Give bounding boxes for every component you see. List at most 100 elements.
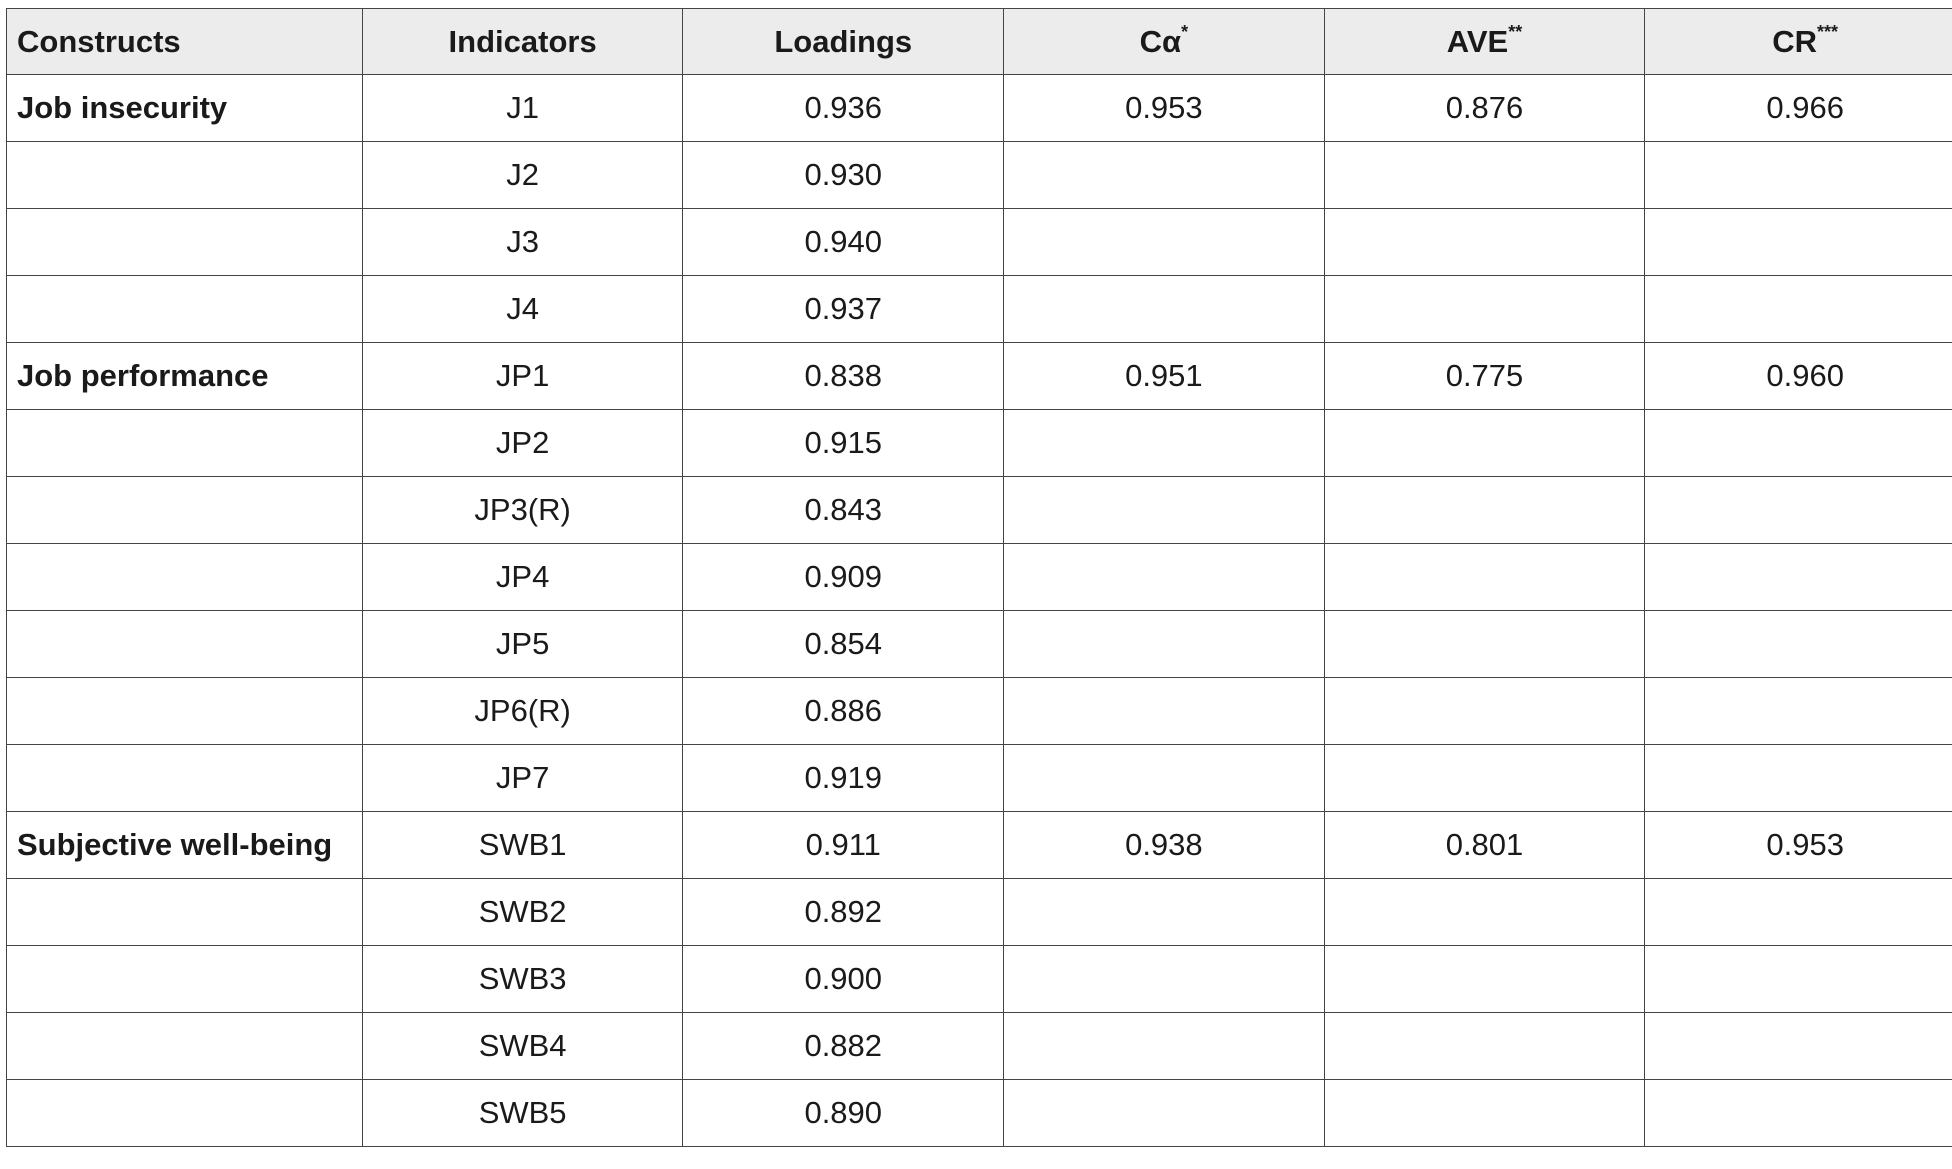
cell-constructs: Job insecurity bbox=[6, 74, 363, 142]
cell-cronbach-alpha bbox=[1003, 945, 1325, 1013]
cell-indicators: JP7 bbox=[361, 744, 684, 812]
table-row: SWB3 0.900 bbox=[6, 945, 1952, 1013]
header-ave: AVE** bbox=[1323, 8, 1646, 75]
header-label: Indicators bbox=[448, 23, 597, 59]
cell-constructs bbox=[6, 476, 363, 544]
cell-indicators: JP5 bbox=[361, 610, 684, 678]
cell-constructs bbox=[6, 409, 363, 477]
cell-cr: 0.960 bbox=[1644, 342, 1952, 410]
cell-indicators: J2 bbox=[361, 141, 684, 209]
cell-cr bbox=[1644, 543, 1952, 611]
table-row: SWB5 0.890 bbox=[6, 1079, 1952, 1147]
header-cronbach-alpha: Cα* bbox=[1003, 8, 1325, 75]
cell-loadings: 0.911 bbox=[682, 811, 1005, 879]
cell-cr bbox=[1644, 1012, 1952, 1080]
cell-ave bbox=[1323, 141, 1646, 209]
cell-ave bbox=[1323, 275, 1646, 343]
cell-cr: 0.953 bbox=[1644, 811, 1952, 879]
cell-loadings: 0.919 bbox=[682, 744, 1005, 812]
table-row: JP7 0.919 bbox=[6, 744, 1952, 812]
cell-loadings: 0.930 bbox=[682, 141, 1005, 209]
cell-ave bbox=[1323, 543, 1646, 611]
cell-cronbach-alpha bbox=[1003, 744, 1325, 812]
table-row: JP6(R) 0.886 bbox=[6, 677, 1952, 745]
cell-cronbach-alpha bbox=[1003, 141, 1325, 209]
cell-constructs bbox=[6, 208, 363, 276]
cell-indicators: JP6(R) bbox=[361, 677, 684, 745]
cell-indicators: J3 bbox=[361, 208, 684, 276]
cell-ave bbox=[1323, 1079, 1646, 1147]
cell-cronbach-alpha bbox=[1003, 543, 1325, 611]
header-row: Constructs Indicators Loadings Cα* AVE** CR**… bbox=[6, 8, 1952, 75]
cell-constructs bbox=[6, 141, 363, 209]
cell-constructs bbox=[6, 677, 363, 745]
cell-loadings: 0.843 bbox=[682, 476, 1005, 544]
cell-loadings: 0.909 bbox=[682, 543, 1005, 611]
cell-ave bbox=[1323, 476, 1646, 544]
table-row: JP2 0.915 bbox=[6, 409, 1952, 477]
cell-ave bbox=[1323, 677, 1646, 745]
cell-constructs bbox=[6, 543, 363, 611]
cell-indicators: SWB1 bbox=[361, 811, 684, 879]
cell-loadings: 0.940 bbox=[682, 208, 1005, 276]
table-row: J3 0.940 bbox=[6, 208, 1952, 276]
measurement-table: Constructs Indicators Loadings Cα* AVE** CR**… bbox=[6, 8, 1952, 1147]
cell-constructs bbox=[6, 744, 363, 812]
footnote-marker: * bbox=[1181, 21, 1189, 42]
cell-cr bbox=[1644, 1079, 1952, 1147]
cell-cr bbox=[1644, 141, 1952, 209]
cell-cronbach-alpha bbox=[1003, 878, 1325, 946]
cell-cr bbox=[1644, 275, 1952, 343]
table-row: SWB4 0.882 bbox=[6, 1012, 1952, 1080]
header-indicators: Indicators bbox=[361, 8, 684, 75]
header-label: Constructs bbox=[17, 23, 181, 59]
footnote-marker: *** bbox=[1817, 21, 1839, 42]
cell-ave bbox=[1323, 744, 1646, 812]
cell-ave bbox=[1323, 945, 1646, 1013]
cell-cronbach-alpha bbox=[1003, 1012, 1325, 1080]
header-label: Cα bbox=[1139, 23, 1182, 59]
cell-ave: 0.775 bbox=[1323, 342, 1646, 410]
table-row: J2 0.930 bbox=[6, 141, 1952, 209]
cell-loadings: 0.886 bbox=[682, 677, 1005, 745]
cell-loadings: 0.892 bbox=[682, 878, 1005, 946]
cell-cr bbox=[1644, 744, 1952, 812]
cell-ave: 0.801 bbox=[1323, 811, 1646, 879]
cell-cronbach-alpha bbox=[1003, 1079, 1325, 1147]
cell-indicators: SWB3 bbox=[361, 945, 684, 1013]
cell-cronbach-alpha bbox=[1003, 476, 1325, 544]
cell-cr bbox=[1644, 677, 1952, 745]
cell-cr bbox=[1644, 476, 1952, 544]
cell-constructs bbox=[6, 610, 363, 678]
cell-indicators: JP4 bbox=[361, 543, 684, 611]
cell-ave bbox=[1323, 409, 1646, 477]
cell-cronbach-alpha bbox=[1003, 275, 1325, 343]
cell-indicators: J1 bbox=[361, 74, 684, 142]
cell-constructs bbox=[6, 1079, 363, 1147]
table-row: JP4 0.909 bbox=[6, 543, 1952, 611]
cell-indicators: JP3(R) bbox=[361, 476, 684, 544]
header-loadings: Loadings bbox=[682, 8, 1005, 75]
cell-constructs bbox=[6, 275, 363, 343]
cell-ave: 0.876 bbox=[1323, 74, 1646, 142]
header-cr: CR*** bbox=[1644, 8, 1952, 75]
cell-cronbach-alpha bbox=[1003, 610, 1325, 678]
header-label: AVE bbox=[1446, 23, 1509, 59]
cell-loadings: 0.936 bbox=[682, 74, 1005, 142]
cell-ave bbox=[1323, 878, 1646, 946]
cell-indicators: JP1 bbox=[361, 342, 684, 410]
table-row: SWB2 0.892 bbox=[6, 878, 1952, 946]
cell-loadings: 0.882 bbox=[682, 1012, 1005, 1080]
cell-cronbach-alpha bbox=[1003, 208, 1325, 276]
cell-indicators: SWB4 bbox=[361, 1012, 684, 1080]
cell-ave bbox=[1323, 1012, 1646, 1080]
cell-loadings: 0.900 bbox=[682, 945, 1005, 1013]
cell-ave bbox=[1323, 208, 1646, 276]
cell-loadings: 0.937 bbox=[682, 275, 1005, 343]
header-label: CR bbox=[1772, 23, 1818, 59]
cell-constructs bbox=[6, 945, 363, 1013]
cell-indicators: SWB2 bbox=[361, 878, 684, 946]
cell-ave bbox=[1323, 610, 1646, 678]
cell-loadings: 0.838 bbox=[682, 342, 1005, 410]
cell-cr bbox=[1644, 945, 1952, 1013]
